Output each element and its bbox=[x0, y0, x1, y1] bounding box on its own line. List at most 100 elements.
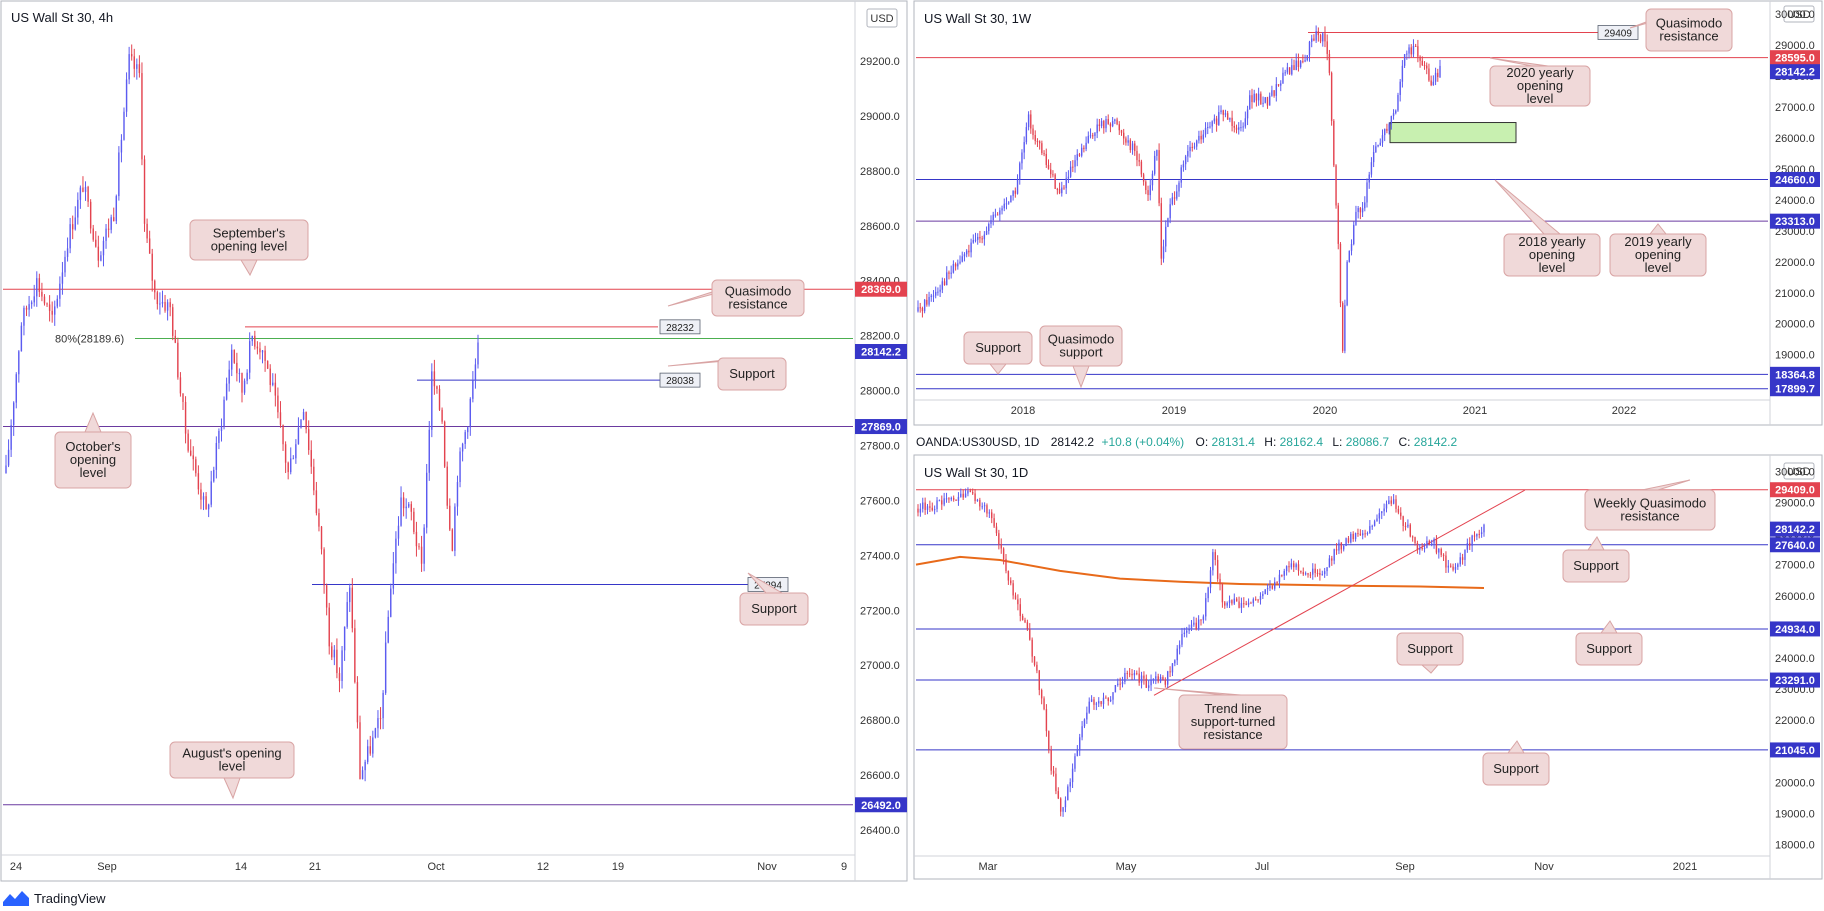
candle-body bbox=[933, 509, 936, 511]
candle-body bbox=[1134, 143, 1136, 152]
h4-currency-badge[interactable]: USD bbox=[866, 8, 898, 28]
candle-body bbox=[1353, 224, 1355, 245]
note-support-28038[interactable]: Support bbox=[667, 357, 787, 391]
candle-body bbox=[25, 307, 28, 310]
candle-body bbox=[184, 401, 187, 434]
candle-body bbox=[1081, 726, 1083, 738]
candle-body bbox=[952, 263, 955, 273]
candle-body bbox=[1107, 119, 1109, 124]
candle-body bbox=[959, 261, 961, 264]
candle-body bbox=[1341, 303, 1344, 351]
candle-body bbox=[1067, 786, 1069, 801]
candle-body bbox=[141, 73, 143, 160]
moving-average-line bbox=[915, 555, 1485, 589]
price-tag-bg bbox=[1770, 482, 1820, 498]
note-support-27640[interactable]: Support bbox=[1562, 536, 1630, 583]
candle-body bbox=[148, 238, 151, 254]
price-tag-28142-2: 28142.2 bbox=[1770, 521, 1820, 537]
candle-body bbox=[1159, 677, 1162, 682]
candle-body bbox=[1364, 202, 1366, 209]
price-tag-bg bbox=[1770, 537, 1820, 553]
note-support-27294[interactable]: Support bbox=[739, 572, 809, 626]
x-tick-label: Jul bbox=[1255, 861, 1269, 873]
candle-body bbox=[941, 500, 943, 505]
candle-body bbox=[1218, 112, 1220, 125]
candle-body bbox=[256, 346, 259, 349]
candle-body bbox=[1346, 261, 1348, 306]
y-tick-label: 20000.0 bbox=[1775, 777, 1815, 789]
candle-body bbox=[1178, 644, 1181, 649]
candle-body bbox=[1362, 533, 1364, 536]
candle-body bbox=[105, 228, 107, 241]
candle-body bbox=[46, 303, 48, 305]
candle-body bbox=[456, 482, 459, 507]
candle-body bbox=[272, 382, 274, 385]
candle-body bbox=[1330, 72, 1333, 121]
candle-body bbox=[107, 228, 110, 230]
candle-body bbox=[985, 231, 988, 235]
level-box-bg bbox=[659, 372, 701, 388]
candle-body bbox=[459, 451, 461, 483]
candle-body bbox=[926, 506, 929, 510]
x-tick-label: 2021 bbox=[1673, 861, 1697, 873]
candle-body bbox=[1088, 701, 1090, 713]
candle-body bbox=[213, 469, 215, 482]
price-tag-24660-0: 24660.0 bbox=[1770, 171, 1820, 187]
weekly-currency-badge[interactable]: USD bbox=[1783, 5, 1815, 23]
candle-body bbox=[1109, 699, 1112, 702]
candle-body bbox=[349, 587, 351, 603]
candle-body bbox=[113, 217, 115, 222]
note-text: level bbox=[1645, 260, 1672, 275]
note-text: Trend line bbox=[1204, 701, 1261, 716]
x-tick-label: Sep bbox=[97, 861, 117, 873]
candle-body bbox=[1190, 624, 1193, 630]
candle-body bbox=[33, 296, 35, 303]
note-support-24934[interactable]: Support bbox=[1575, 620, 1643, 666]
candle-body bbox=[1254, 599, 1257, 601]
candle-body bbox=[1187, 151, 1189, 157]
note-support-23291[interactable]: Support bbox=[1396, 632, 1464, 674]
candle-body bbox=[936, 500, 938, 510]
candle-body bbox=[1103, 121, 1105, 129]
candle-body bbox=[1480, 532, 1483, 534]
candle-body bbox=[372, 737, 374, 754]
candle-body bbox=[89, 201, 92, 229]
candle-body bbox=[1202, 616, 1205, 621]
candle-body bbox=[1326, 567, 1328, 572]
candle-body bbox=[1428, 540, 1431, 545]
candle-body bbox=[1136, 673, 1138, 675]
candle-body bbox=[1092, 135, 1094, 137]
x-tick-label: 2021 bbox=[1463, 405, 1487, 417]
price-tag-bg bbox=[1770, 521, 1820, 537]
demand-zone bbox=[1389, 122, 1517, 144]
candle-body bbox=[66, 248, 69, 257]
candle-body bbox=[397, 525, 400, 539]
candle-body bbox=[1142, 174, 1145, 182]
candle-body bbox=[1372, 152, 1375, 163]
note-support-21045[interactable]: Support bbox=[1482, 740, 1550, 786]
candle-body bbox=[1307, 573, 1309, 575]
y-tick-label: 21000.0 bbox=[1775, 288, 1815, 300]
candle-body bbox=[279, 412, 282, 425]
candle-body bbox=[1094, 133, 1096, 136]
note-weekly-support[interactable]: Support bbox=[963, 331, 1033, 375]
candle-body bbox=[48, 304, 51, 311]
tradingview-footer[interactable]: TradingView bbox=[2, 887, 106, 909]
daily-currency-badge[interactable]: USD bbox=[1783, 462, 1815, 480]
y-tick-label: 28600.0 bbox=[860, 221, 900, 233]
candle-body bbox=[1233, 125, 1235, 128]
candle-body bbox=[400, 497, 402, 526]
candle-body bbox=[477, 342, 479, 365]
candle-body bbox=[428, 429, 430, 473]
